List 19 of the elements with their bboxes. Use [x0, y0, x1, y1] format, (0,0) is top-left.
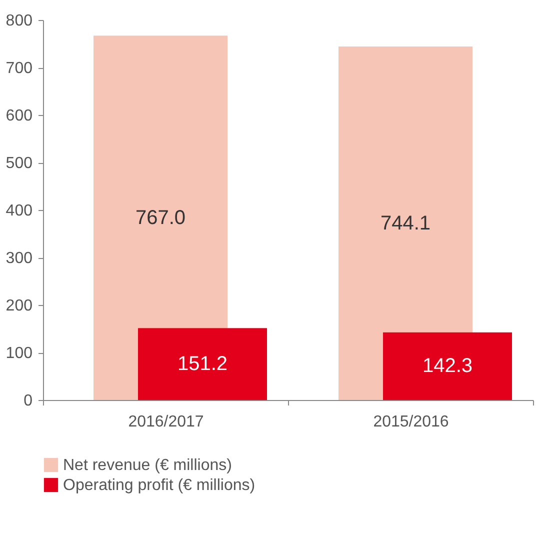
legend-label: Net revenue (€ millions)	[63, 457, 232, 474]
data-label: 744.1	[380, 212, 431, 234]
y-tick-label: 300	[6, 250, 33, 267]
bar	[383, 332, 512, 400]
bar	[138, 328, 267, 400]
data-label: 767.0	[135, 206, 186, 229]
data-label: 151.2	[177, 353, 228, 376]
data-label: 142.3	[422, 355, 473, 378]
y-tick-label: 100	[6, 345, 33, 362]
y-tick-label: 500	[6, 155, 33, 172]
y-tick-label: 600	[6, 108, 33, 124]
y-tick-label: 400	[6, 202, 33, 220]
legend-label: Operating profit (€ millions)	[63, 477, 256, 494]
y-tick-label: 200	[6, 298, 33, 314]
y-tick-label: 800	[6, 12, 33, 30]
x-tick-label: 2016/2017	[128, 414, 204, 430]
x-tick-label: 2015/2016	[373, 414, 449, 430]
y-tick-label: 700	[6, 60, 33, 77]
y-tick-label: 0	[24, 392, 33, 410]
